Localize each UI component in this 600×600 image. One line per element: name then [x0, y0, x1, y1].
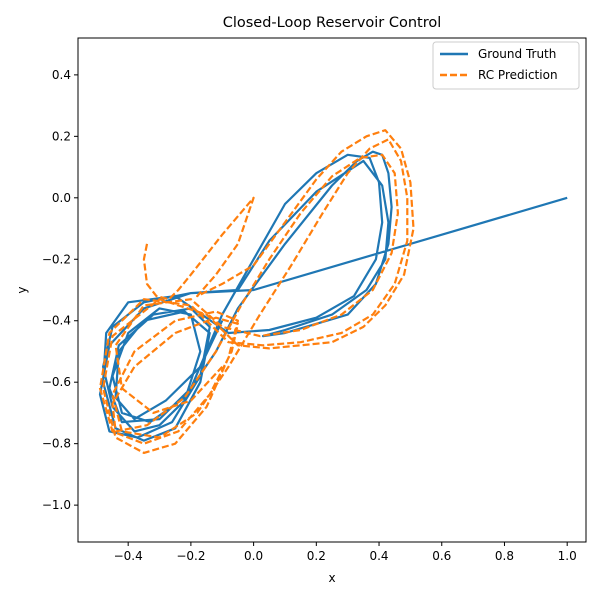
plot-area — [78, 38, 586, 542]
legend-label-ground-truth: Ground Truth — [478, 47, 556, 61]
y-tick-label: 0.0 — [52, 191, 71, 205]
y-tick-label: −0.2 — [42, 252, 71, 266]
y-tick-label: −1.0 — [42, 498, 71, 512]
series-line-ground-truth — [98, 150, 568, 442]
x-axis-label: x — [328, 571, 335, 585]
y-tick-label: −0.8 — [42, 437, 71, 451]
series-line-rc-prediction — [98, 129, 415, 454]
y-axis: 0.4 0.2 0.0 −0.2 −0.4 −0.6 −0.8 −1.0 — [42, 68, 78, 512]
x-tick-label: −0.2 — [176, 549, 205, 563]
x-tick-label: 0.4 — [369, 549, 388, 563]
legend: Ground Truth RC Prediction — [432, 41, 580, 90]
plot-frame — [77, 37, 587, 543]
x-tick-label: 0.0 — [244, 549, 263, 563]
x-tick-label: 0.6 — [432, 549, 451, 563]
y-tick-label: 0.2 — [52, 129, 71, 143]
x-tick-label: −0.4 — [114, 549, 143, 563]
legend-label-rc-prediction: RC Prediction — [478, 68, 558, 82]
x-axis: −0.4 −0.2 0.0 0.2 0.4 0.6 0.8 1.0 — [114, 542, 577, 563]
series-layer — [98, 129, 568, 454]
y-axis-label: y — [15, 286, 29, 293]
x-tick-label: 1.0 — [558, 549, 577, 563]
legend-box — [432, 41, 580, 90]
x-tick-label: 0.8 — [495, 549, 514, 563]
y-tick-label: −0.6 — [42, 375, 71, 389]
y-tick-label: −0.4 — [42, 314, 71, 328]
chart-title: Closed-Loop Reservoir Control — [223, 15, 442, 31]
y-tick-label: 0.4 — [52, 68, 71, 82]
x-tick-label: 0.2 — [307, 549, 326, 563]
